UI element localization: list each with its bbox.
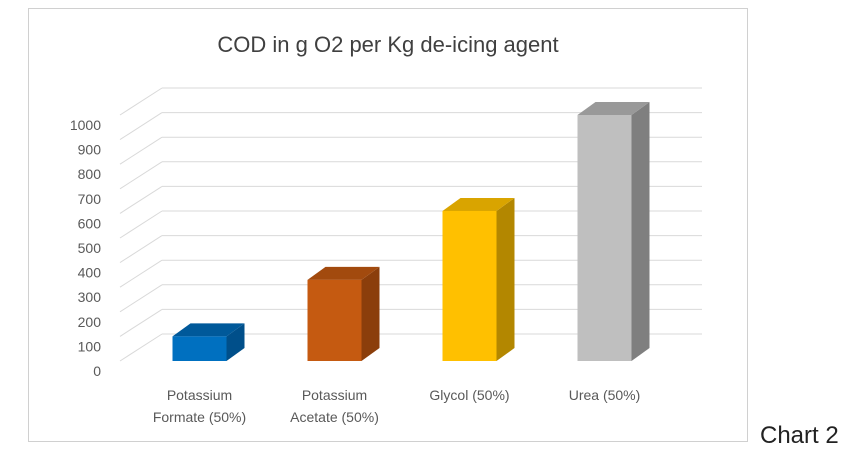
- x-tick-label: Potassium Formate (50%): [153, 387, 246, 425]
- gridline-depth: [119, 87, 163, 116]
- bar-top: [577, 102, 650, 115]
- y-tick-label: 200: [78, 314, 102, 330]
- y-tick-label: 900: [78, 142, 102, 158]
- bar: [577, 115, 632, 361]
- x-tick-label-line: Potassium: [167, 387, 232, 403]
- y-tick-label: 400: [78, 265, 102, 281]
- x-tick-label-line: Acetate (50%): [290, 409, 379, 425]
- x-tick-label: Urea (50%): [569, 387, 641, 403]
- chart-title: COD in g O2 per Kg de-icing agent: [217, 32, 558, 57]
- bar-top: [172, 323, 245, 337]
- x-tick-label-line: Potassium: [302, 387, 367, 403]
- x-tick-label: Potassium Acetate (50%): [290, 387, 379, 425]
- gridline-depth: [119, 161, 163, 190]
- y-tick-label: 700: [78, 191, 102, 207]
- gridline-depth: [119, 259, 163, 288]
- gridline-depth: [119, 284, 163, 313]
- y-tick-label: 800: [78, 166, 102, 182]
- x-tick-label: Glycol (50%): [429, 387, 509, 403]
- x-tick-label-line: Formate (50%): [153, 409, 246, 425]
- gridline-depth: [119, 136, 163, 165]
- bar-side: [496, 197, 515, 361]
- y-tick-label: 300: [78, 289, 102, 305]
- bar-side: [226, 323, 245, 361]
- x-tick-label-line: Glycol (50%): [429, 387, 509, 403]
- bar: [307, 279, 362, 361]
- gridline-depth: [119, 185, 163, 214]
- bar-side: [631, 102, 650, 361]
- bar-side: [361, 266, 380, 361]
- y-tick-label: 1000: [70, 117, 101, 133]
- bar: [442, 210, 497, 361]
- chart-caption: Chart 2: [760, 422, 839, 449]
- bar: [172, 336, 227, 361]
- gridline-depth: [119, 112, 163, 141]
- gridline-depth: [119, 210, 163, 239]
- x-tick-label-line: Urea (50%): [569, 387, 641, 403]
- gridline-depth: [119, 333, 163, 362]
- y-tick-label: 500: [78, 240, 102, 256]
- y-tick-label: 600: [78, 215, 102, 231]
- gridline-depth: [119, 235, 163, 264]
- gridline-depth: [119, 308, 163, 337]
- y-tick-label: 0: [93, 363, 101, 379]
- bar-top: [442, 197, 515, 211]
- y-tick-label: 100: [78, 338, 102, 354]
- bar-top: [307, 266, 380, 280]
